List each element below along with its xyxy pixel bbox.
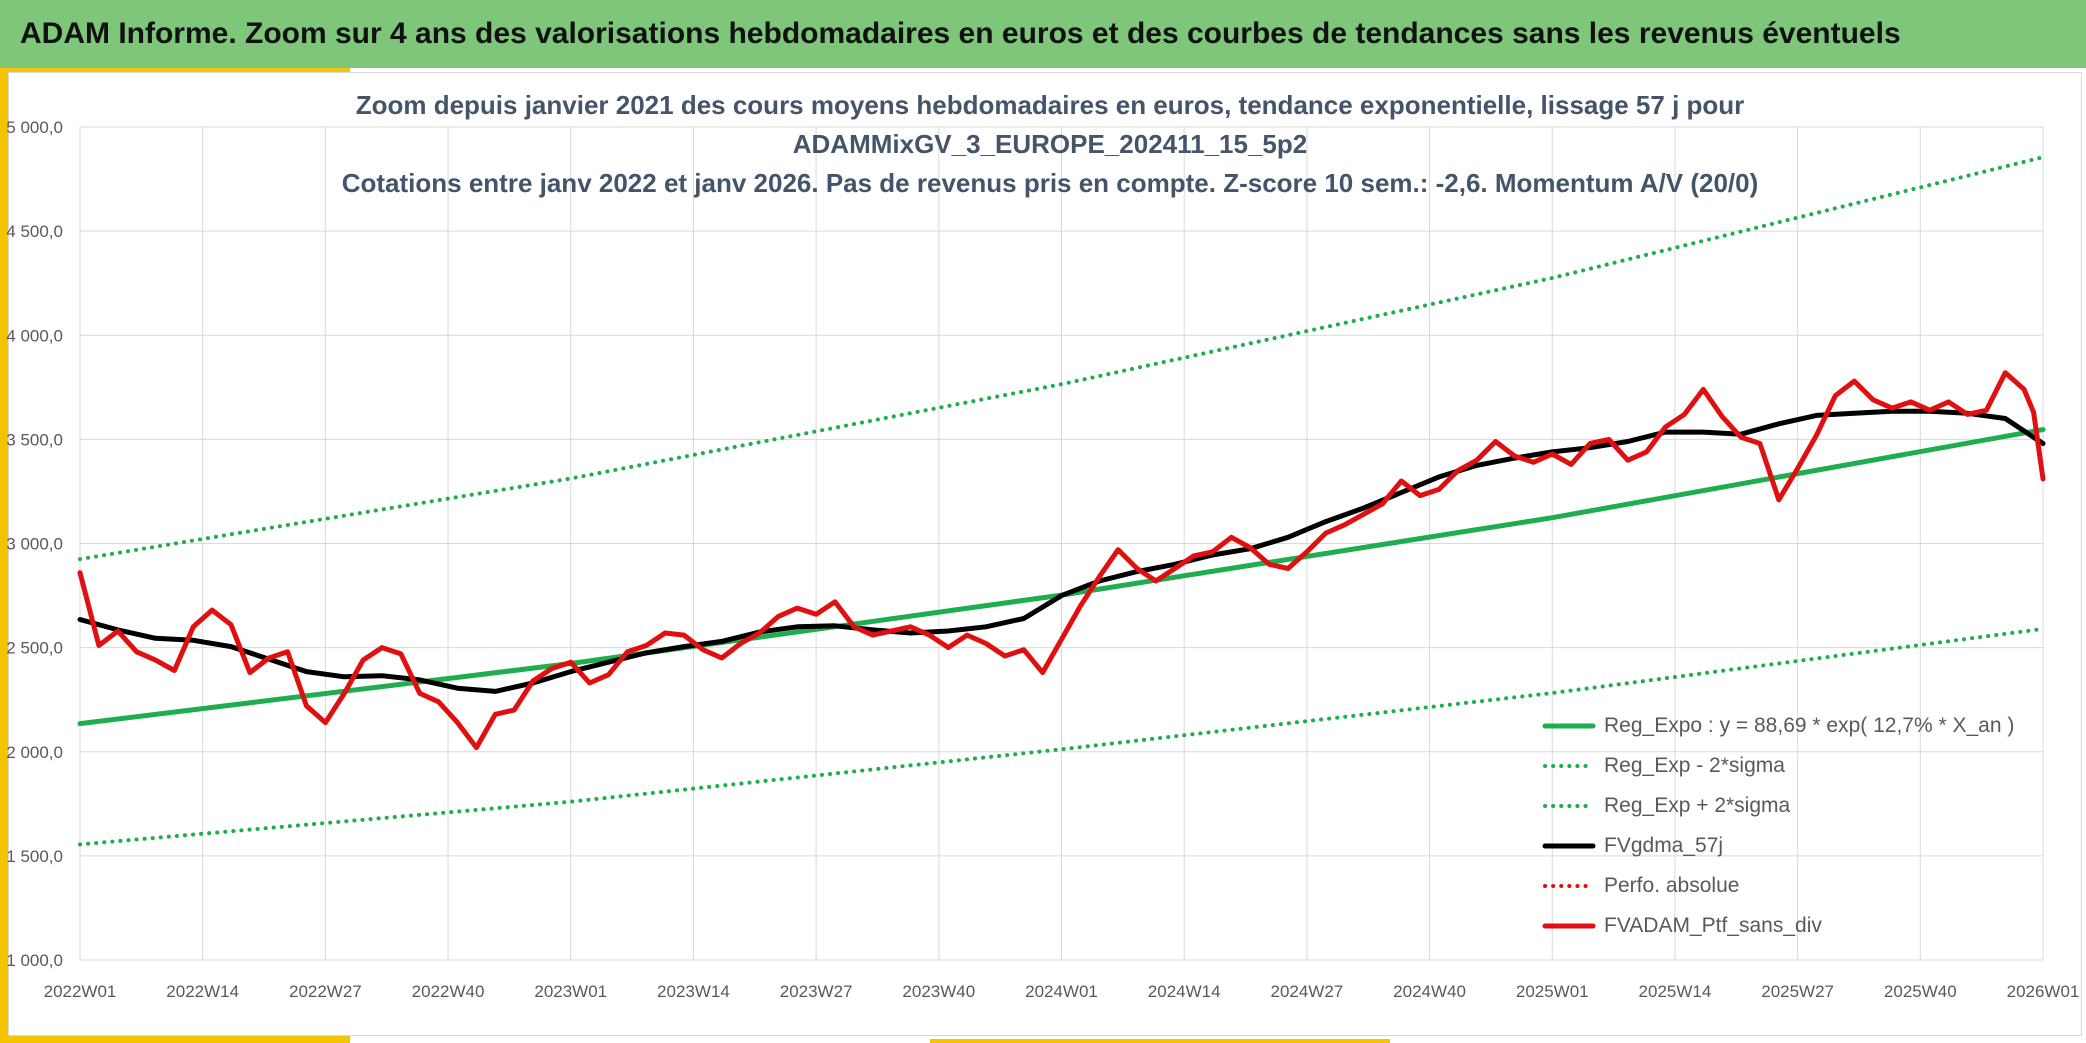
x-tick-label: 2023W40 — [902, 982, 975, 1001]
legend-item: FVADAM_Ptf_sans_div — [1542, 906, 2062, 946]
frame-bottom-accent — [0, 1036, 350, 1043]
y-tick-label: 4 500,0 — [6, 222, 63, 241]
legend-swatch — [1542, 761, 1596, 771]
x-tick-label: 2024W01 — [1025, 982, 1098, 1001]
legend-swatch — [1542, 721, 1596, 731]
legend-item: FVgdma_57j — [1542, 826, 2062, 866]
legend-item: Reg_Exp - 2*sigma — [1542, 746, 2062, 786]
x-tick-label: 2024W14 — [1148, 982, 1221, 1001]
x-tick-label: 2022W14 — [166, 982, 239, 1001]
chart-area-border — [8, 72, 2082, 1036]
legend-item: Perfo. absolue — [1542, 866, 2062, 906]
x-tick-label: 2025W01 — [1516, 982, 1589, 1001]
x-tick-label: 2023W14 — [657, 982, 730, 1001]
x-tick-label: 2023W27 — [780, 982, 853, 1001]
legend-swatch — [1542, 921, 1596, 931]
y-tick-label: 5 000,0 — [6, 118, 63, 137]
legend-swatch — [1542, 841, 1596, 851]
chart-title-line-2: ADAMMixGV_3_EUROPE_202411_15_5p2 — [792, 129, 1308, 159]
x-tick-label: 2024W40 — [1393, 982, 1466, 1001]
x-tick-label: 2025W14 — [1639, 982, 1712, 1001]
y-tick-label: 3 500,0 — [6, 430, 63, 449]
legend-label: FVgdma_57j — [1604, 834, 1724, 857]
series-line-5 — [77, 370, 2046, 751]
frame-left-accent — [0, 68, 8, 1043]
frame-bottom-accent-2 — [930, 1039, 1390, 1043]
chart-legend: Reg_Expo : y = 88,69 * exp( 12,7% * X_an… — [1542, 706, 2062, 946]
chart-title: Zoom depuis janvier 2021 des cours moyen… — [300, 86, 1800, 203]
legend-item: Reg_Exp + 2*sigma — [1542, 786, 2062, 826]
legend-label: Reg_Exp - 2*sigma — [1604, 754, 1785, 777]
series-line-1 — [78, 626, 2045, 847]
x-tick-label: 2022W27 — [289, 982, 362, 1001]
x-tick-label: 2022W40 — [412, 982, 485, 1001]
y-tick-label: 1 000,0 — [6, 951, 63, 970]
frame-top-accent — [0, 68, 350, 72]
y-tick-label: 1 500,0 — [6, 847, 63, 866]
y-tick-label: 2 000,0 — [6, 743, 63, 762]
x-tick-label: 2025W27 — [1761, 982, 1834, 1001]
chart-title-line-3: Cotations entre janv 2022 et janv 2026. … — [341, 168, 1759, 198]
legend-label: Perfo. absolue — [1604, 874, 1740, 897]
x-tick-label: 2023W01 — [534, 982, 607, 1001]
x-tick-label: 2022W01 — [44, 982, 117, 1001]
legend-swatch — [1542, 801, 1596, 811]
legend-swatch — [1542, 881, 1596, 891]
legend-label: Reg_Expo : y = 88,69 * exp( 12,7% * X_an… — [1604, 714, 2015, 737]
x-tick-label: 2026W01 — [2007, 982, 2080, 1001]
legend-item: Reg_Expo : y = 88,69 * exp( 12,7% * X_an… — [1542, 706, 2062, 746]
report-banner: ADAM Informe. Zoom sur 4 ans des valoris… — [0, 0, 2086, 68]
x-tick-label: 2024W27 — [1270, 982, 1343, 1001]
legend-label: Reg_Exp + 2*sigma — [1604, 794, 1791, 817]
legend-label: FVADAM_Ptf_sans_div — [1604, 914, 1822, 937]
y-tick-label: 4 000,0 — [6, 326, 63, 345]
chart-title-line-1: Zoom depuis janvier 2021 des cours moyen… — [355, 90, 1745, 120]
y-tick-label: 2 500,0 — [6, 639, 63, 658]
banner-title: ADAM Informe. Zoom sur 4 ans des valoris… — [20, 17, 1901, 50]
series-line-2 — [78, 155, 2045, 562]
x-tick-label: 2025W40 — [1884, 982, 1957, 1001]
y-tick-label: 3 000,0 — [6, 535, 63, 554]
series-line-3 — [77, 408, 2046, 694]
